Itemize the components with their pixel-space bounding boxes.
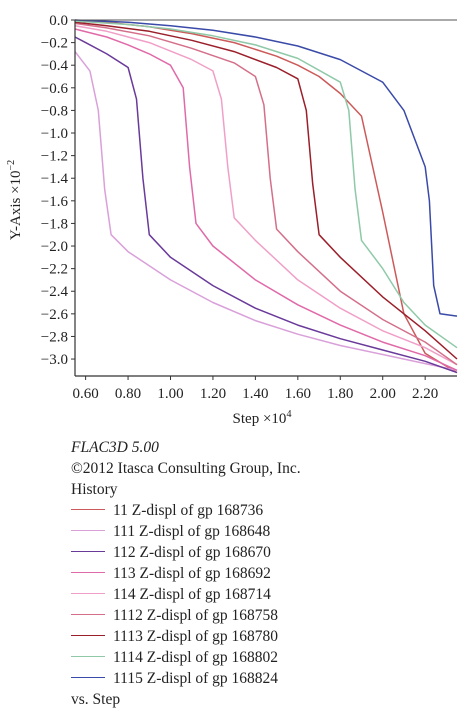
y-tick-label: −2.6: [41, 307, 69, 323]
x-axis-title: Step ×104: [233, 409, 292, 427]
x-tick-label: 1.20: [200, 386, 226, 402]
series-line-7: [74, 20, 458, 349]
legend-items: 11 Z-displ of gp 168736 111 Z-displ of gp…: [71, 500, 461, 689]
series-line-2: [74, 36, 458, 374]
x-tick-label: 1.80: [327, 386, 353, 402]
legend-entry: 1115 Z-displ of gp 168824: [71, 668, 461, 689]
series-line-4: [74, 24, 458, 366]
axes-layer: 0.0 −0.2 −0.4 −0.6 −0.8 −1.0 −1.2 −1.4 −1.6 −1.8 −…: [41, 13, 457, 402]
legend-label: 1115 Z-displ of gp 168824: [113, 670, 279, 687]
y-tick-label: −0.2: [41, 36, 68, 52]
series-line-3: [74, 28, 458, 371]
series-line-0: [74, 19, 458, 374]
y-tick-label: −0.8: [41, 103, 68, 119]
y-tick-label: −2.2: [41, 262, 68, 278]
y-tick-label: −2.0: [41, 239, 68, 255]
legend-label: 111 Z-displ of gp 168648: [113, 523, 271, 540]
legend-entry: 112 Z-displ of gp 168670: [71, 542, 461, 563]
legend-entry: 114 Z-displ of gp 168714: [71, 584, 461, 605]
legend-swatch: [71, 508, 105, 510]
legend: FLAC3D 5.00 ©2012 Itasca Consulting Grou…: [71, 437, 461, 710]
legend-entry: 1112 Z-displ of gp 168758: [71, 605, 461, 626]
series-layer: [74, 19, 458, 374]
legend-swatch: [71, 634, 105, 636]
legend-label: 114 Z-displ of gp 168714: [113, 586, 271, 603]
x-tick-label: 0.60: [72, 386, 98, 402]
y-tick-label: −3.0: [41, 352, 68, 368]
x-tick-label: 1.00: [157, 386, 183, 402]
software-label: FLAC3D 5.00: [71, 439, 159, 456]
y-tick-label: 0.0: [49, 13, 68, 29]
x-tick-label: 0.80: [115, 386, 141, 402]
vs-step-label: vs. Step: [71, 691, 121, 708]
x-tick-label: 2.00: [370, 386, 396, 402]
series-line-8: [74, 19, 458, 317]
y-tick-label: −2.8: [41, 329, 68, 345]
x-axis-title-text: Step ×10: [233, 411, 287, 427]
x-tick-label: 1.60: [285, 386, 311, 402]
series-line-1: [74, 51, 458, 372]
legend-entry: 113 Z-displ of gp 168692: [71, 563, 461, 584]
legend-label: 1114 Z-displ of gp 168802: [113, 649, 279, 666]
y-axis-title: Y-Axis ×10−2: [6, 160, 24, 240]
series-line-6: [74, 21, 458, 360]
legend-label: 11 Z-displ of gp 168736: [113, 502, 264, 519]
y-tick-label: −1.6: [41, 194, 69, 210]
y-tick-label: −1.0: [41, 126, 68, 142]
legend-entry: 1114 Z-displ of gp 168802: [71, 647, 461, 668]
y-axis-title-text: Y-Axis ×10: [8, 170, 24, 240]
y-tick-label: −1.4: [41, 171, 69, 187]
line-chart: 0.0 −0.2 −0.4 −0.6 −0.8 −1.0 −1.2 −1.4 −1.6 −1.8 −…: [6, 13, 458, 427]
y-tick-label: −1.2: [41, 149, 68, 165]
y-tick-label: −1.8: [41, 216, 68, 232]
legend-swatch: [71, 655, 105, 657]
x-tick-label: 1.40: [242, 386, 268, 402]
y-tick-label: −0.4: [41, 58, 69, 74]
copyright-label: ©2012 Itasca Consulting Group, Inc.: [71, 460, 301, 477]
legend-label: 1113 Z-displ of gp 168780: [113, 628, 279, 645]
legend-label: 1112 Z-displ of gp 168758: [113, 607, 279, 624]
legend-swatch: [71, 676, 105, 678]
legend-swatch: [71, 550, 105, 552]
y-axis-title-exponent: −2: [6, 160, 17, 171]
y-tick-label: −2.4: [41, 284, 69, 300]
legend-label: 113 Z-displ of gp 168692: [113, 565, 271, 582]
series-line-5: [74, 22, 458, 366]
legend-entry: 11 Z-displ of gp 168736: [71, 500, 461, 521]
x-axis-title-exponent: 4: [286, 409, 291, 420]
legend-entry: 111 Z-displ of gp 168648: [71, 521, 461, 542]
legend-swatch: [71, 592, 105, 594]
legend-swatch: [71, 613, 105, 615]
legend-swatch: [71, 529, 105, 531]
legend-swatch: [71, 571, 105, 573]
history-label: History: [71, 481, 118, 498]
x-tick-label: 2.20: [412, 386, 438, 402]
legend-label: 112 Z-displ of gp 168670: [113, 544, 271, 561]
y-tick-label: −0.6: [41, 81, 69, 97]
legend-entry: 1113 Z-displ of gp 168780: [71, 626, 461, 647]
